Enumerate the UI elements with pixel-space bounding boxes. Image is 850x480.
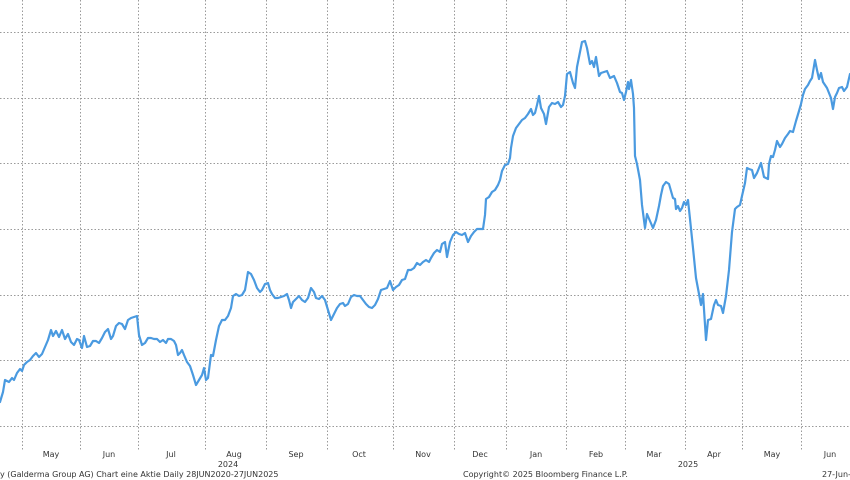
x-axis-year-label: 2025 (677, 460, 699, 469)
x-axis-month-label: May (42, 450, 60, 459)
x-axis-month-label: Jan (529, 450, 543, 459)
price-series-line (0, 39, 850, 404)
chart-description-footer: y (Galderma Group AG) Chart eine Aktie D… (0, 470, 279, 479)
x-axis-month-label: Oct (352, 450, 366, 459)
x-axis-month-label: Aug (226, 450, 242, 459)
x-axis-month-label: Dec (472, 450, 488, 459)
x-axis-year-label: 2024 (217, 460, 239, 469)
end-date-footer: 27-Jun-2 (822, 470, 850, 479)
x-axis-month-label: Apr (707, 450, 721, 459)
x-axis-month-label: Jul (166, 450, 176, 459)
x-axis-month-label: May (763, 450, 781, 459)
x-axis-month-label: Jun (102, 450, 116, 459)
chart-gridlines (0, 0, 850, 450)
x-axis-month-label: Feb (588, 450, 604, 459)
x-axis-month-label: Sep (288, 450, 304, 459)
x-axis-month-label: Jun (823, 450, 837, 459)
copyright-footer: Copyright© 2025 Bloomberg Finance L.P. (463, 470, 628, 479)
x-axis-month-label: Nov (415, 450, 431, 459)
x-axis-month-label: Mar (646, 450, 662, 459)
